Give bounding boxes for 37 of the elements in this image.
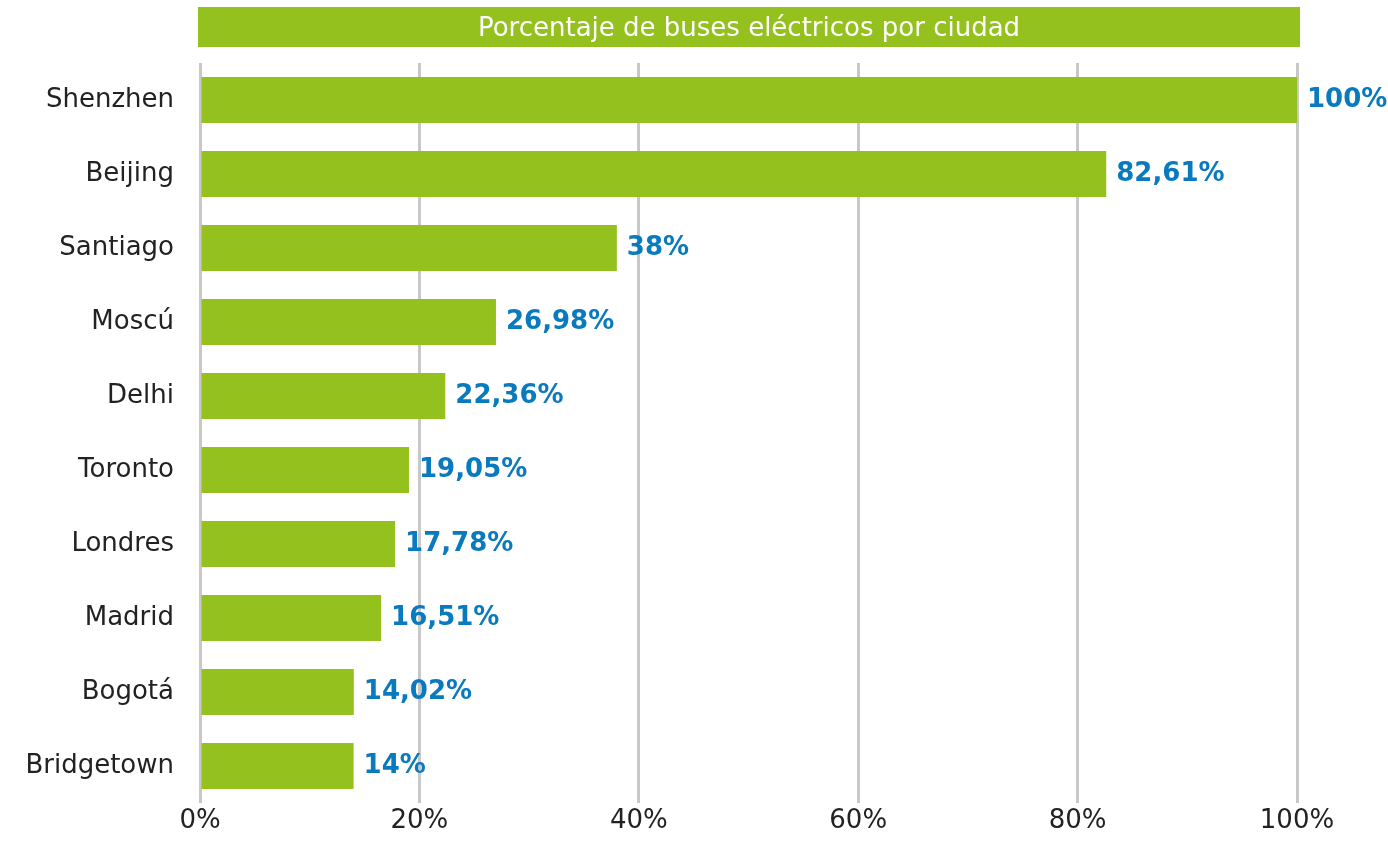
bar (201, 743, 354, 789)
bar (201, 225, 617, 271)
bar (201, 299, 496, 345)
data-label: 14% (363, 748, 426, 779)
bar (201, 151, 1107, 197)
data-label: 26,98% (505, 304, 615, 335)
bar (201, 669, 354, 715)
data-label: 22,36% (455, 378, 564, 409)
y-tick-label: Shenzhen (45, 82, 174, 113)
data-label: 38% (626, 230, 690, 261)
x-tick-label: 60% (829, 804, 888, 835)
data-label: 17,78% (405, 526, 514, 557)
bar (201, 595, 382, 641)
x-tick-label: 80% (1048, 804, 1107, 835)
data-label: 19,05% (418, 452, 528, 483)
bar (201, 521, 396, 567)
y-tick-label: Beijing (85, 156, 174, 187)
y-tick-label: Bridgetown (25, 748, 174, 779)
chart-title: Porcentaje de buses eléctricos por ciudad (198, 7, 1300, 47)
bar (201, 373, 446, 419)
data-label: 14,02% (363, 674, 473, 705)
data-label: 82,61% (1116, 156, 1225, 187)
y-tick-label: Londres (71, 526, 174, 557)
x-tick-label: 100% (1259, 804, 1335, 835)
y-tick-label: Madrid (84, 600, 174, 631)
data-label: 16,51% (391, 600, 500, 631)
x-tick-label: 40% (609, 804, 668, 835)
bar (201, 447, 409, 493)
y-tick-label: Bogotá (81, 674, 174, 705)
x-tick-label: 0% (179, 804, 221, 835)
bar (201, 77, 1297, 123)
y-tick-label: Delhi (107, 378, 174, 409)
x-tick-label: 20% (390, 804, 449, 835)
y-tick-label: Santiago (59, 230, 174, 261)
data-label: 100% (1307, 82, 1388, 113)
y-tick-label: Toronto (77, 452, 174, 483)
y-tick-label: Moscú (91, 304, 174, 335)
